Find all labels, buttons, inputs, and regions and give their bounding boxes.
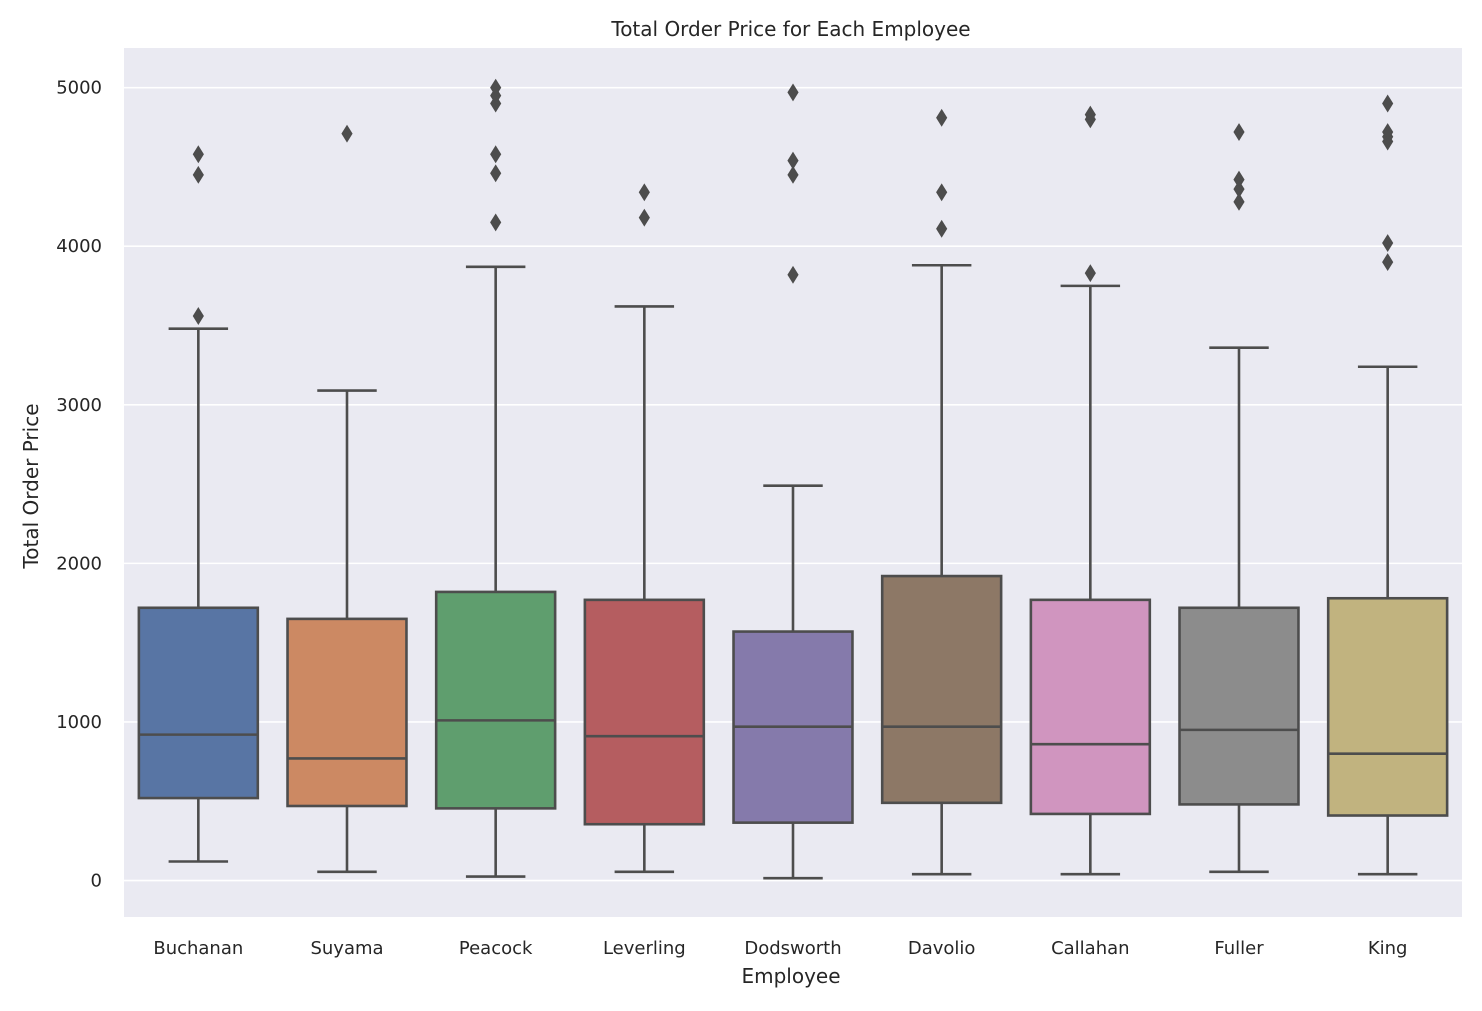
outlier-point — [490, 213, 502, 232]
outlier-point — [192, 307, 204, 325]
outlier-point — [1382, 234, 1394, 252]
outlier-point — [787, 151, 799, 170]
box-group-davolio — [880, 108, 1003, 876]
box-group-king — [1326, 94, 1449, 876]
outlier-point — [787, 165, 799, 184]
x-tick-label: Leverling — [603, 938, 686, 959]
box-iqr — [1326, 596, 1449, 817]
outlier-point — [787, 265, 799, 284]
outlier-point — [638, 208, 650, 227]
box-group-buchanan — [137, 145, 260, 863]
box-group-callahan — [1029, 105, 1152, 876]
box-group-leverling — [583, 183, 706, 874]
y-tick-label: 5000 — [56, 78, 102, 99]
outlier-point — [192, 165, 204, 184]
y-tick-label: 1000 — [56, 712, 102, 733]
x-tick-labels: Buchanan Suyama Peacock Leverling Dodsworth D… — [153, 938, 1407, 959]
box-iqr — [880, 574, 1003, 805]
outlier-point — [1233, 170, 1245, 189]
x-tick-label: Callahan — [1051, 938, 1129, 959]
y-tick-label: 0 — [91, 871, 102, 892]
outlier-point — [936, 108, 948, 127]
x-tick-label: Fuller — [1214, 938, 1264, 959]
outlier-point — [490, 145, 502, 164]
chart-title: Total Order Price for Each Employee — [610, 17, 970, 41]
y-tick-labels: 0 1000 2000 3000 4000 5000 — [56, 78, 102, 892]
y-tick-label: 4000 — [56, 236, 102, 257]
x-tick-label: King — [1368, 938, 1408, 959]
box-iqr — [137, 606, 260, 800]
outlier-point — [1233, 192, 1245, 211]
outlier-point — [787, 83, 799, 102]
box-iqr — [1029, 598, 1152, 816]
box-group-dodsworth — [732, 83, 854, 880]
outlier-point — [192, 145, 204, 164]
y-axis-label: Total Order Price — [19, 403, 43, 569]
y-tick-label: 2000 — [56, 553, 102, 574]
x-tick-label: Suyama — [310, 938, 383, 959]
outlier-point — [1084, 264, 1096, 283]
outlier-point — [490, 164, 502, 183]
box-group-fuller — [1178, 123, 1300, 874]
outlier-point — [1382, 123, 1394, 141]
x-tick-label: Peacock — [459, 938, 533, 959]
outlier-point — [490, 78, 502, 97]
box-iqr — [1178, 606, 1300, 806]
outlier-point — [1382, 253, 1394, 272]
outlier-point — [936, 219, 948, 238]
outlier-point — [638, 183, 650, 202]
x-tick-label: Buchanan — [153, 938, 243, 959]
box-group-peacock — [434, 78, 557, 878]
box-iqr — [434, 590, 557, 810]
outlier-point — [1233, 180, 1245, 199]
y-tick-label: 3000 — [56, 395, 102, 416]
x-tick-label: Dodsworth — [744, 938, 841, 959]
outlier-point — [1084, 105, 1096, 124]
x-tick-label: Davolio — [908, 938, 976, 959]
outlier-point — [341, 124, 353, 143]
box-iqr — [286, 617, 408, 808]
box-series — [137, 78, 1449, 880]
outlier-point — [1233, 123, 1245, 141]
x-axis-label: Employee — [741, 964, 840, 988]
outlier-point — [1382, 94, 1394, 113]
outlier-point — [936, 183, 948, 202]
box-group-suyama — [286, 124, 408, 874]
box-iqr — [583, 598, 706, 826]
